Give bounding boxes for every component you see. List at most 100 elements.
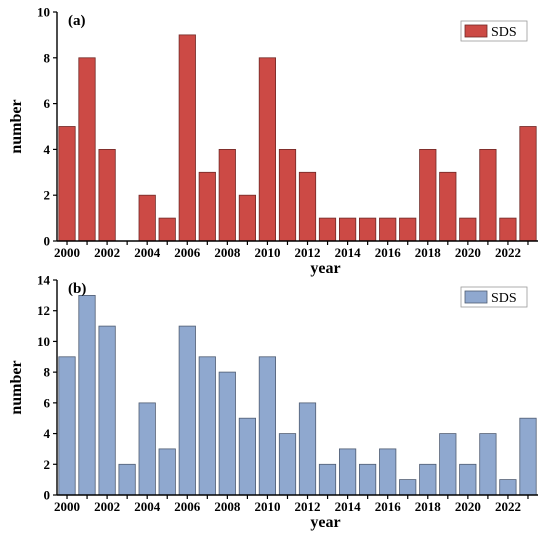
- panel-a-label: (a): [68, 13, 86, 29]
- panel-b-xtick-label-2010: 2010: [254, 499, 280, 514]
- panel-a-ytick-label-6: 6: [44, 96, 51, 111]
- panel-a-bar-2007: [198, 171, 216, 242]
- panel-b-xtick-label-2012: 2012: [295, 499, 321, 514]
- panel-b-bar-2021: [479, 433, 497, 496]
- panel-b-ytick-label-8: 8: [44, 365, 51, 380]
- panel-a-bar-2009: [238, 194, 256, 242]
- panel-b-xtick-label-2018: 2018: [415, 499, 442, 514]
- panel-b-label: (b): [68, 281, 86, 297]
- panel-b-bar-2015: [358, 463, 377, 496]
- panel-b-bar-2018: [419, 463, 437, 496]
- panel-b-ytick-label-2: 2: [44, 457, 51, 472]
- panel-b-bar-2017: [399, 479, 417, 496]
- panel-b-xtick-label-2004: 2004: [134, 499, 161, 514]
- panel-b-legend-swatch: [464, 290, 488, 304]
- panel-a-bar-2017: [399, 217, 417, 242]
- panel-a-bar-2002: [98, 148, 116, 242]
- panel-b-bar-2001: [78, 294, 96, 496]
- panel-b-xtick-label-2000: 2000: [54, 499, 80, 514]
- panel-a-xtick-label-2018: 2018: [415, 245, 442, 260]
- panel-b-bar-2014: [338, 448, 357, 496]
- panel-b-bar-2022: [499, 479, 517, 496]
- panel-a-ytick-label-2: 2: [44, 188, 51, 203]
- panel-a-bar-2012: [298, 171, 317, 242]
- panel-a-bar-2005: [158, 217, 176, 242]
- panel-b-bar-2000: [58, 356, 76, 496]
- panel-a-bar-2016: [379, 217, 397, 242]
- panel-a-bar-2014: [338, 217, 357, 242]
- panel-a-xtick-label-2010: 2010: [254, 245, 280, 260]
- panel-b-bar-2019: [439, 433, 457, 496]
- panel-a-bar-2013: [318, 217, 337, 242]
- panel-b-y-axis-title: number: [8, 360, 25, 414]
- panel-a-bar-2000: [58, 126, 76, 242]
- panel-b-bar-2004: [138, 402, 156, 496]
- panel-a-legend-swatch: [464, 24, 488, 38]
- panel-a-bar-2011: [278, 148, 297, 242]
- panel-b-bar-2009: [238, 417, 256, 496]
- panel-a-xtick-label-2022: 2022: [495, 245, 521, 260]
- panel-a-legend: SDS: [460, 20, 528, 42]
- panel-a-bar-2006: [178, 34, 196, 242]
- panel-a-xtick-label-2000: 2000: [54, 245, 80, 260]
- panel-a-y-axis-title: number: [8, 99, 25, 153]
- panel-b-bar-2016: [379, 448, 397, 496]
- panel-b: 0 2 4 6 8 10 12 14 2000 2002 2004 2006 2008 2010 2012 2…: [8, 273, 538, 531]
- panel-b-bar-2013: [318, 463, 337, 496]
- panel-a-bar-2010: [258, 57, 277, 242]
- panel-b-bar-2020: [459, 463, 477, 496]
- panel-a-x-axis-title: year: [310, 260, 340, 277]
- panel-b-xtick-label-2016: 2016: [375, 499, 402, 514]
- panel-b-bar-2011: [278, 433, 297, 496]
- panel-b-xtick-label-2020: 2020: [455, 499, 481, 514]
- panel-b-bar-2007: [198, 356, 216, 496]
- panel-a-bar-2021: [479, 148, 497, 242]
- panel-b-ytick-label-4: 4: [44, 426, 51, 441]
- panel-b-xtick-label-2008: 2008: [214, 499, 241, 514]
- panel-b-legend: SDS: [460, 286, 528, 308]
- panel-b-ytick-label-12: 12: [37, 303, 50, 318]
- panel-a-xtick-label-2008: 2008: [214, 245, 241, 260]
- panel-a-xtick-label-2014: 2014: [335, 245, 362, 260]
- panel-b-bar-2005: [158, 448, 176, 496]
- panel-a-ytick-label-10: 10: [37, 5, 50, 20]
- panel-a-xtick-label-2002: 2002: [94, 245, 120, 260]
- panel-b-ytick-label-6: 6: [44, 395, 51, 410]
- panel-a-ytick-label-0: 0: [44, 234, 51, 249]
- panel-a-bar-2020: [459, 217, 477, 242]
- panel-a-xtick-label-2006: 2006: [174, 245, 201, 260]
- panel-b-x-axis-title: year: [310, 514, 340, 531]
- panel-b-ytick-label-14: 14: [37, 273, 51, 288]
- panel-b-bar-2003: [118, 463, 136, 496]
- panel-a-bar-2023: [519, 126, 537, 242]
- panel-a-xtick-label-2012: 2012: [295, 245, 321, 260]
- panel-b-ytick-label-10: 10: [37, 334, 50, 349]
- panel-a-ytick-label-8: 8: [44, 50, 51, 65]
- panel-a-bar-2001: [78, 57, 96, 242]
- panel-b-bar-2006: [178, 325, 196, 496]
- panel-a-ytick-label-4: 4: [44, 142, 51, 157]
- panel-b-bar-2008: [218, 371, 236, 496]
- panel-b-bar-2012: [298, 402, 317, 496]
- panel-b-ytick-label-0: 0: [44, 488, 51, 503]
- panel-b-bar-2023: [519, 417, 537, 496]
- panel-b-xtick-label-2002: 2002: [94, 499, 120, 514]
- panel-b-legend-label: SDS: [491, 291, 517, 306]
- panel-b-bar-2002: [98, 325, 116, 496]
- panel-a-bar-2008: [218, 148, 236, 242]
- panel-a-xtick-label-2016: 2016: [375, 245, 402, 260]
- panel-b-xtick-label-2006: 2006: [174, 499, 201, 514]
- panel-b-xtick-label-2014: 2014: [335, 499, 362, 514]
- panel-a-bar-2022: [499, 217, 517, 242]
- panel-b-xtick-label-2022: 2022: [495, 499, 521, 514]
- panel-a-bar-2004: [138, 194, 156, 242]
- panel-a-bar-2018: [419, 148, 437, 242]
- panel-a: 0 2 4 6 8 10 2000 2002 2004 2006 2008 2010 2012 2014 2…: [8, 5, 538, 277]
- panel-a-xtick-label-2020: 2020: [455, 245, 481, 260]
- panel-a-xtick-label-2004: 2004: [134, 245, 161, 260]
- panel-b-bar-2010: [258, 356, 277, 496]
- panel-a-bar-2015: [358, 217, 377, 242]
- panel-a-bar-2019: [439, 171, 457, 242]
- panel-a-legend-label: SDS: [491, 25, 517, 40]
